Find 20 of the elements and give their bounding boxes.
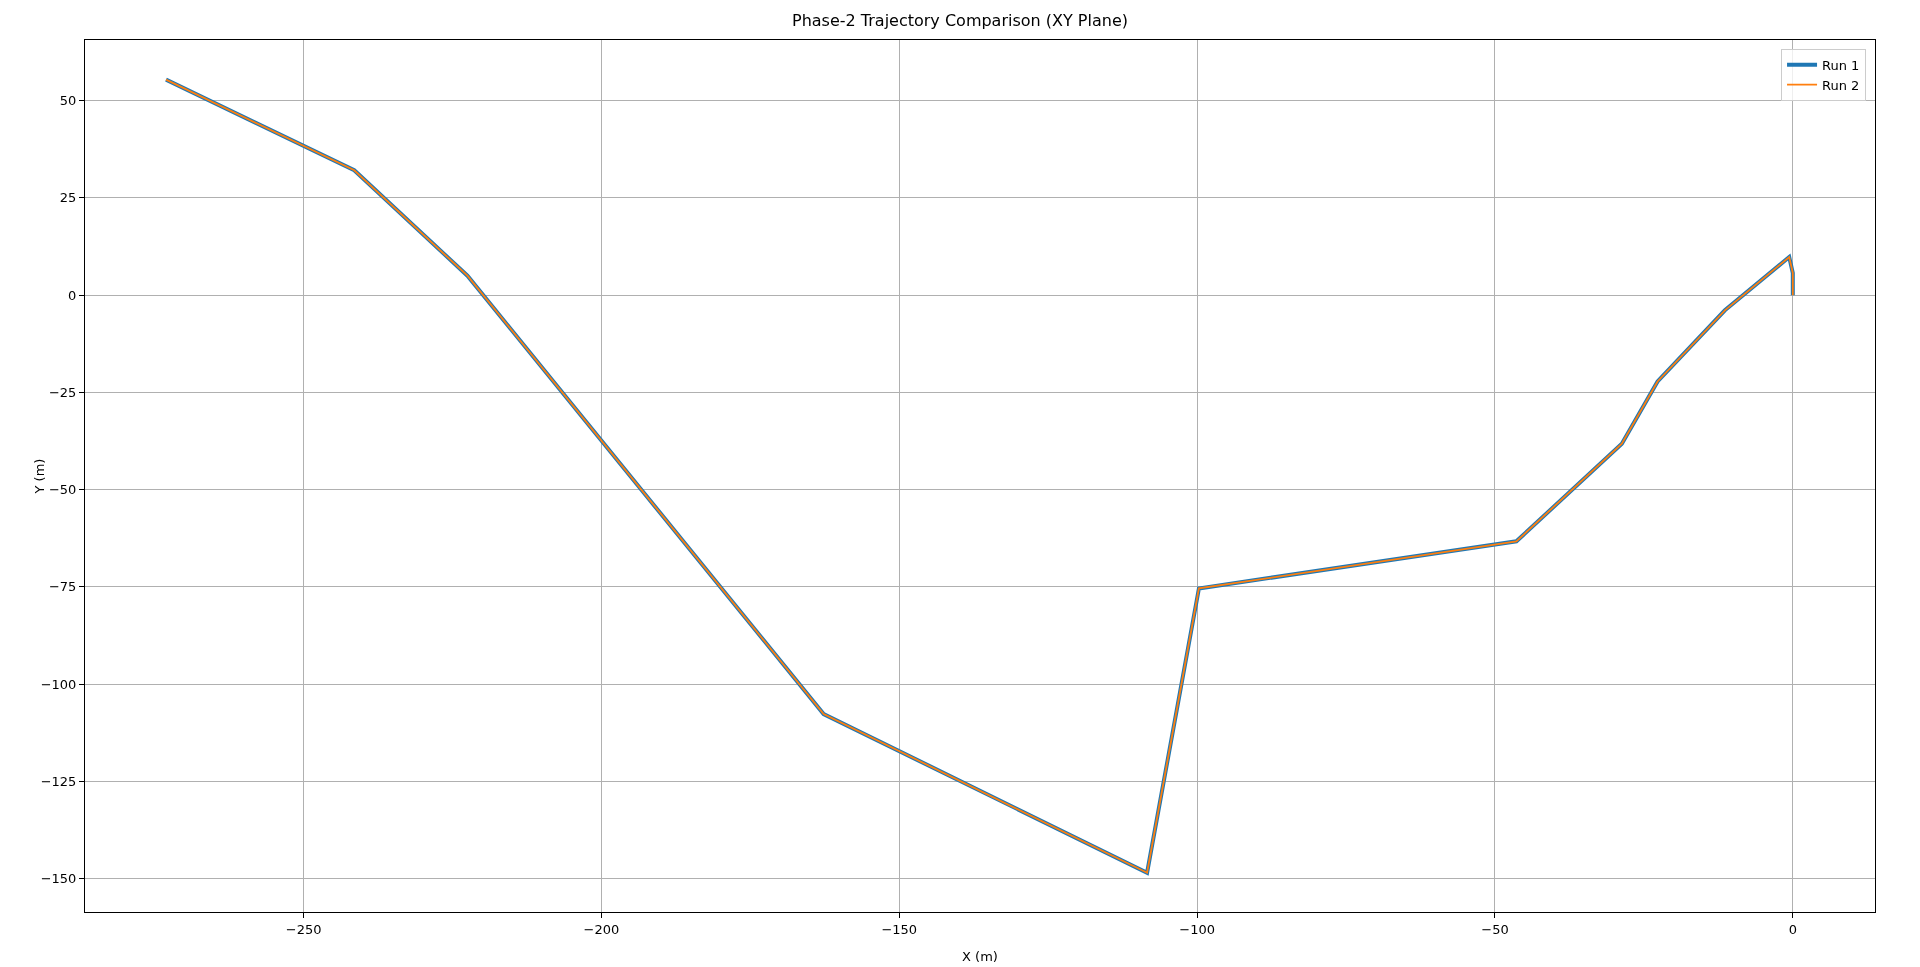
y-tick-label: 0 xyxy=(68,287,77,303)
x-axis-title: X (m) xyxy=(962,949,998,964)
y-tick-label: −125 xyxy=(40,773,77,789)
y-tick-label: 25 xyxy=(59,190,77,206)
y-tick-label: 50 xyxy=(59,93,77,109)
legend-label: Run 2 xyxy=(1822,77,1860,93)
chart-title: Phase-2 Trajectory Comparison (XY Plane) xyxy=(792,10,1128,30)
x-tick-label: −200 xyxy=(583,921,620,937)
legend-label: Run 1 xyxy=(1822,57,1860,73)
y-tick-label: −25 xyxy=(48,384,77,400)
x-tick-label: −150 xyxy=(881,921,918,937)
x-tick-label: −50 xyxy=(1481,921,1509,937)
y-tick-label: −75 xyxy=(48,579,77,595)
x-tick-label: −100 xyxy=(1179,921,1215,937)
y-axis-title: Y (m) xyxy=(31,458,47,495)
y-tick-label: −50 xyxy=(48,482,77,498)
x-tick-label: −250 xyxy=(285,921,322,937)
x-tick-label: 0 xyxy=(1788,921,1797,937)
y-tick-label: −100 xyxy=(40,676,77,692)
y-tick-label: −150 xyxy=(40,871,77,887)
